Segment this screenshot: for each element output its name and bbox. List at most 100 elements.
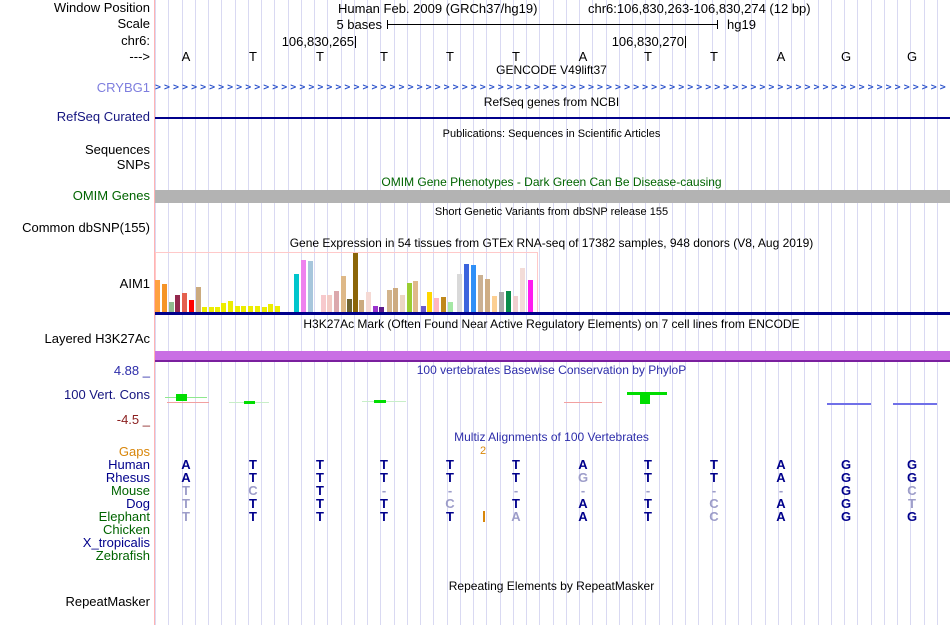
gtex-expression-bar[interactable] [202,307,207,312]
track-left-boundary [154,0,155,625]
gtex-expression-bar[interactable] [275,306,280,312]
gtex-expression-bar[interactable] [169,302,174,312]
gtex-expression-bar[interactable] [162,284,167,312]
alignment-base: T [182,509,190,524]
alignment-base: T [182,496,190,511]
gtex-expression-bar[interactable] [359,300,364,312]
h3k27ac-signal-bar[interactable] [155,351,950,360]
species-label-x_tropicalis[interactable]: X_tropicalis [82,535,150,550]
track-label-omim-genes[interactable]: OMIM Genes [72,188,150,203]
gtex-expression-bar[interactable] [499,292,504,312]
track-label-refseq-curated[interactable]: RefSeq Curated [56,109,150,124]
gtex-expression-bar[interactable] [248,306,253,312]
base-letter: G [906,49,918,64]
species-label-gaps[interactable]: Gaps [118,444,150,459]
gtex-expression-bar[interactable] [321,295,326,312]
track-label-common-dbsnp[interactable]: Common dbSNP(155) [22,220,150,235]
omim-gene-bar[interactable] [155,190,950,203]
track-label-gene-crybg1[interactable]: CRYBG1 [96,80,150,95]
base-letter: T [249,49,257,64]
gtex-expression-bar[interactable] [427,292,432,312]
gtex-expression-bar[interactable] [308,261,313,312]
track-label-gene-aim1[interactable]: AIM1 [119,276,150,291]
gtex-expression-bar[interactable] [262,307,267,312]
species-label-dog[interactable]: Dog [126,496,150,511]
alignment-base: G [840,470,852,485]
gtex-expression-bar[interactable] [434,298,439,312]
gtex-expression-bar[interactable] [478,275,483,312]
track-title-dbsnp: Short Genetic Variants from dbSNP releas… [434,206,669,218]
alignment-base: T [316,496,324,511]
gtex-expression-bar[interactable] [413,281,418,312]
species-label-chicken[interactable]: Chicken [103,522,150,537]
gtex-expression-bar[interactable] [528,280,533,312]
gtex-expression-bar[interactable] [387,290,392,312]
gtex-expression-bar[interactable] [485,279,490,312]
gtex-expression-bar[interactable] [268,304,273,312]
gtex-expression-bar[interactable] [235,306,240,312]
species-label-human[interactable]: Human [108,457,150,472]
gtex-expression-bar[interactable] [327,295,332,312]
base-letter: T [710,49,718,64]
gtex-expression-bar[interactable] [407,283,412,312]
gtex-expression-bar[interactable] [492,296,497,312]
gtex-expression-bar[interactable] [196,287,201,312]
gtex-expression-bar[interactable] [294,274,299,312]
gtex-expression-bar[interactable] [373,306,378,312]
gtex-expression-bar[interactable] [182,293,187,312]
gtex-expression-bar[interactable] [215,307,220,312]
species-label-elephant[interactable]: Elephant [98,509,150,524]
gtex-expression-bar[interactable] [464,264,469,312]
gtex-expression-bar[interactable] [341,276,346,312]
gtex-expression-bar[interactable] [334,291,339,312]
alignment-base: T [316,457,324,472]
gtex-expression-bar[interactable] [506,291,511,312]
gene-direction-arrows[interactable]: >>>>>>>>>>>>>>>>>>>>>>>>>>>>>>>>>>>>>>>>… [155,82,948,93]
alignment-base: T [644,509,652,524]
gtex-expression-bar[interactable] [155,280,160,312]
gtex-expression-bar[interactable] [457,274,462,312]
alignment-base: A [578,457,588,472]
track-label-vert-cons[interactable]: 100 Vert. Cons [64,387,150,402]
track-label-layered-h3k27ac[interactable]: Layered H3K27Ac [44,331,150,346]
gtex-expression-bar[interactable] [241,306,246,312]
gtex-expression-bar[interactable] [366,292,371,312]
gtex-expression-bar[interactable] [301,260,306,312]
alignment-base: T [380,496,388,511]
species-label-rhesus[interactable]: Rhesus [105,470,150,485]
species-label-mouse[interactable]: Mouse [110,483,150,498]
track-label-sequences[interactable]: Sequences [84,142,150,157]
gtex-expression-bar[interactable] [221,303,226,312]
track-label-repeatmasker[interactable]: RepeatMasker [65,594,150,609]
gtex-expression-bar[interactable] [347,299,352,312]
gtex-expression-bar[interactable] [255,306,260,312]
gtex-expression-bar[interactable] [421,306,426,312]
refseq-gene-line[interactable] [155,117,950,119]
base-letter: A [578,49,588,64]
conservation-mark [827,403,871,405]
gtex-expression-bar[interactable] [513,296,518,312]
gtex-expression-bar[interactable] [189,300,194,312]
gtex-expression-bar[interactable] [393,288,398,312]
conservation-mark [893,403,937,405]
gtex-expression-bar[interactable] [448,302,453,312]
alignment-base: T [446,509,454,524]
coordinate-right-tick [685,36,686,48]
gtex-expression-bar[interactable] [175,295,180,312]
alignment-base: G [906,470,918,485]
gtex-expression-bar[interactable] [400,295,405,312]
gtex-expression-bar[interactable] [471,265,476,312]
gtex-expression-bar[interactable] [353,253,358,312]
track-label-snps[interactable]: SNPs [116,157,150,172]
gtex-expression-bar[interactable] [520,268,525,312]
alignment-base: T [512,496,520,511]
gtex-expression-bar[interactable] [441,297,446,312]
gtex-expression-bar[interactable] [379,307,384,312]
alignment-base: T [644,470,652,485]
base-letter: G [840,49,852,64]
gtex-expression-bar[interactable] [209,307,214,312]
gtex-expression-bar[interactable] [228,301,233,312]
base-letter: T [446,49,454,64]
alignment-base: T [182,483,190,498]
species-label-zebrafish[interactable]: Zebrafish [95,548,150,563]
